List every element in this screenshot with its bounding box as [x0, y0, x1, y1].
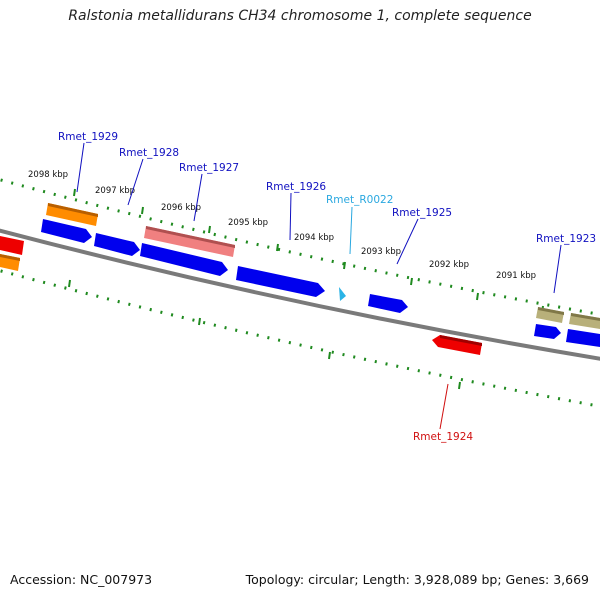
gene-arrow-rmet-1923 [534, 324, 561, 339]
gene-arrow [0, 236, 24, 255]
gene-arrow-rmet-1928 [94, 233, 140, 256]
gene-arrow-rmet-1927 [140, 243, 228, 276]
gene-label-rmet-1925[interactable]: Rmet_1925 [392, 207, 452, 219]
accession-text: Accession: NC_007973 [10, 572, 153, 587]
gene-label-rmet-r0022[interactable]: Rmet_R0022 [326, 194, 393, 206]
scale-label: 2095 kbp [228, 218, 268, 228]
orange-block [46, 203, 98, 226]
scale-label: 2092 kbp [429, 260, 469, 270]
gene-label-rmet-1929[interactable]: Rmet_1929 [58, 131, 118, 143]
gene-arrow-rmet-1924 [432, 335, 482, 355]
gene-arrow [566, 329, 600, 347]
gene-arrow-rmet-1926 [236, 266, 325, 297]
feature-blocks-outer[interactable] [0, 203, 600, 329]
scale-label: 2097 kbp [95, 186, 135, 196]
leader-lines [76, 142, 562, 430]
major-ticks [68, 188, 544, 390]
gene-arrow-rmet-1925 [368, 294, 408, 313]
gene-label-rmet-1928[interactable]: Rmet_1928 [119, 147, 179, 159]
pink-block [144, 226, 235, 257]
chromosome-backbone [0, 228, 600, 361]
gene-label-rmet-1927[interactable]: Rmet_1927 [179, 162, 239, 174]
map-title: Ralstonia metallidurans CH34 chromosome … [68, 8, 532, 24]
gene-label-rmet-1923[interactable]: Rmet_1923 [536, 233, 596, 245]
topology-summary: Topology: circular; Length: 3,928,089 bp… [245, 572, 589, 587]
scale-label: 2098 kbp [28, 170, 68, 180]
outer-tick-ring [0, 178, 600, 316]
scale-label: 2096 kbp [161, 203, 201, 213]
forward-genes[interactable] [41, 219, 600, 347]
scale-label: 2093 kbp [361, 247, 401, 257]
reverse-genes[interactable] [0, 236, 482, 355]
scale-label: 2091 kbp [496, 271, 536, 281]
gene-label-rmet-1926[interactable]: Rmet_1926 [266, 181, 326, 193]
gene-arrow-rmet-1929 [41, 219, 92, 243]
rna-arrow-rmet-r0022[interactable] [339, 287, 346, 301]
scale-label: 2094 kbp [294, 233, 334, 243]
gene-label-rmet-1924[interactable]: Rmet_1924 [413, 431, 473, 443]
